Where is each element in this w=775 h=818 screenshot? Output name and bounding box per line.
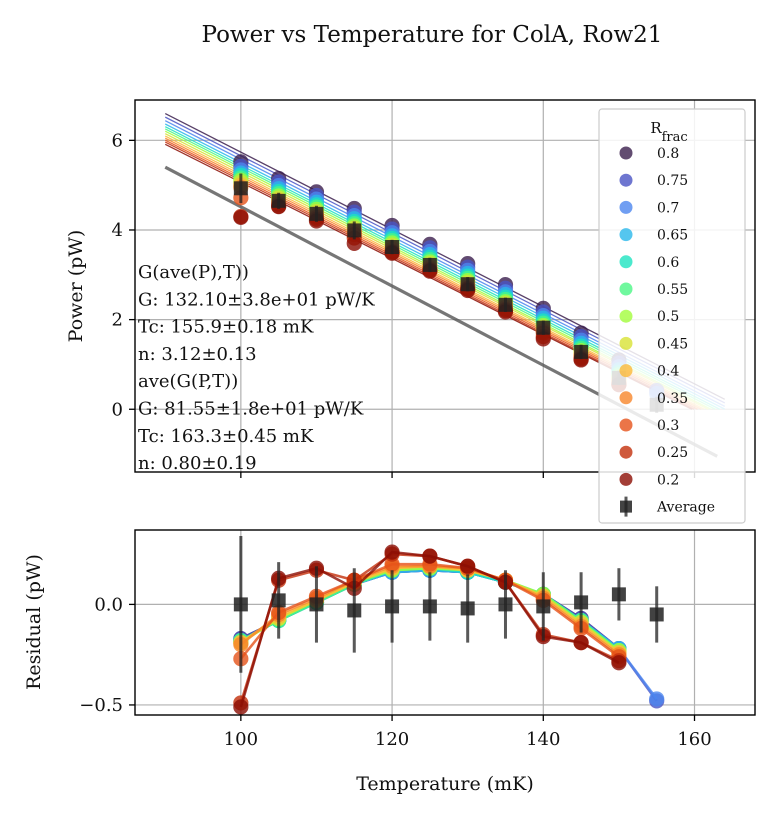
average-point	[422, 599, 437, 614]
bottom-axes-frame	[134, 529, 756, 716]
average-point	[233, 597, 248, 612]
legend-marker-0-35	[619, 391, 633, 405]
legend-marker-average	[620, 500, 632, 513]
legend-marker-0-25	[619, 445, 633, 459]
point-0-2	[233, 209, 249, 226]
average-point	[385, 599, 400, 614]
annotation-line: n: 3.12±0.13	[138, 344, 257, 365]
series-average	[233, 536, 664, 673]
x-tick-label: 100	[224, 729, 258, 750]
annotation-line: ave(G(P,T))	[138, 371, 238, 392]
legend-label: 0.8	[657, 146, 679, 162]
average-point	[574, 595, 589, 610]
average-point	[233, 181, 248, 196]
series-average	[233, 173, 664, 413]
legend-label: 0.35	[657, 391, 688, 407]
bottom-data-points	[233, 536, 665, 715]
average-point	[347, 603, 362, 618]
average-point	[347, 223, 362, 238]
annotation-line: G(ave(P),T))	[138, 262, 249, 283]
legend-marker-0-75	[619, 173, 633, 187]
residual-line-0-2	[239, 550, 620, 708]
average-point	[309, 206, 324, 221]
legend-marker-0-2	[619, 472, 633, 486]
bottom-grid	[135, 530, 755, 715]
annotation-line: Tc: 163.3±0.45 mK	[138, 426, 314, 447]
series-0-2	[233, 544, 627, 715]
legend-label: Average	[656, 500, 715, 516]
annotation-line: Tc: 155.9±0.18 mK	[138, 317, 314, 338]
top-axes-frame	[134, 99, 756, 473]
bottom-panel: −0.5 0.0 100 120 140 160 Residual (pW) Temper…	[23, 529, 756, 795]
legend-marker-0-7	[619, 200, 633, 214]
legend-label: 0.4	[657, 364, 679, 380]
legend-marker-0-3	[619, 418, 633, 432]
average-point	[498, 597, 513, 612]
average-point	[422, 257, 437, 272]
legend-label: 0.65	[657, 228, 688, 244]
series-0-4	[233, 177, 627, 389]
average-point	[385, 240, 400, 255]
legend-marker-0-4	[619, 364, 633, 378]
average-point	[649, 607, 664, 622]
fit-annotation: G(ave(P),T)) G: 132.10±3.8e+01 pW/K Tc: 15…	[138, 262, 375, 474]
legend-marker-0-6	[619, 255, 633, 269]
average-point	[536, 599, 551, 614]
average-point	[271, 593, 286, 608]
legend-marker-0-8	[619, 146, 633, 160]
legend-label: 0.7	[657, 200, 679, 216]
average-point	[460, 601, 475, 616]
bottom-y-axis-label: Residual (pW)	[23, 554, 45, 690]
average-point	[498, 297, 513, 312]
average-point	[536, 320, 551, 335]
top-y-axis-label: Power (pW)	[65, 230, 87, 343]
top-ticks: 0 2 4 6	[112, 130, 696, 478]
x-tick-label: 160	[677, 729, 711, 750]
legend-label: 0.6	[657, 255, 679, 271]
legend-label: 0.45	[657, 336, 688, 352]
top-panel: 0 2 4 6 Power (pW) G(ave(P),T)) G: 132.10±3.…	[65, 99, 756, 524]
chart-title: Power vs Temperature for ColA, Row21	[202, 22, 663, 48]
average-point	[574, 344, 589, 359]
bottom-ticks: −0.5 0.0 100 120 140 160	[79, 594, 711, 750]
average-point	[460, 277, 475, 292]
top-y-tick-label: 0	[112, 399, 123, 420]
legend-label: 0.25	[657, 445, 688, 461]
legend-marker-0-5	[619, 309, 633, 323]
annotation-line: n: 0.80±0.19	[138, 453, 257, 474]
legend-label: 0.55	[657, 282, 688, 298]
legend-marker-0-55	[619, 282, 633, 296]
annotation-line: G: 132.10±3.8e+01 pW/K	[138, 289, 375, 310]
legend-label: 0.5	[657, 309, 679, 325]
legend: Rfrac0.80.750.70.650.60.550.50.450.40.35…	[598, 108, 746, 524]
bottom-y-tick-label: 0.0	[94, 594, 123, 615]
annotation-line: G: 81.55±1.8e+01 pW/K	[138, 399, 364, 420]
top-y-tick-label: 6	[112, 130, 123, 151]
average-point	[611, 587, 626, 602]
legend-label: 0.3	[657, 418, 679, 434]
legend-label: 0.2	[657, 472, 679, 488]
legend-label: 0.75	[657, 173, 688, 189]
legend-box	[598, 108, 746, 524]
x-tick-label: 140	[526, 729, 560, 750]
legend-marker-0-65	[619, 228, 633, 242]
residual-line-0-3	[239, 562, 620, 660]
top-y-tick-label: 4	[112, 220, 123, 241]
x-axis-label: Temperature (mK)	[356, 773, 534, 795]
x-tick-label: 120	[375, 729, 409, 750]
legend-marker-0-45	[619, 336, 633, 350]
top-y-tick-label: 2	[112, 310, 123, 331]
bottom-y-tick-label: −0.5	[79, 695, 123, 716]
average-point	[309, 597, 324, 612]
top-data-points	[233, 154, 665, 413]
series-0-35	[233, 179, 627, 390]
average-point	[271, 193, 286, 208]
